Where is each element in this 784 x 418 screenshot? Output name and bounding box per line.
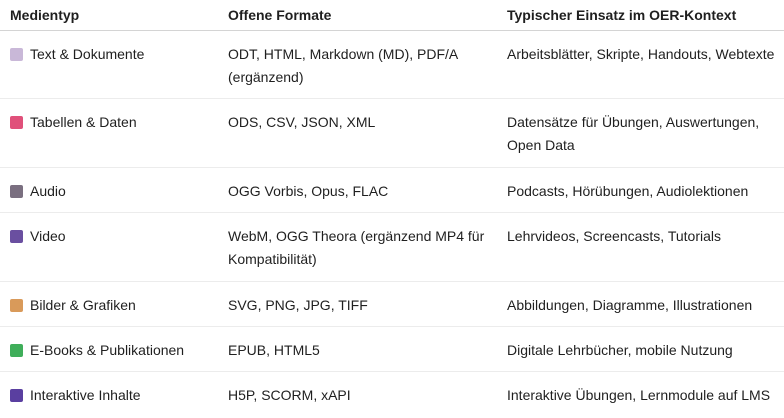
table-row: Audio OGG Vorbis, Opus, FLAC Podcasts, H… xyxy=(0,167,784,213)
use-cell: Interaktive Übungen, Lernmodule auf LMS xyxy=(507,387,771,403)
media-type-cell: E-Books & Publikationen xyxy=(0,326,218,372)
media-type-cell: Audio xyxy=(0,167,218,213)
formats-cell: ODS, CSV, JSON, XML xyxy=(218,98,497,168)
use-cell: Datensätze für Übungen, Auswertungen, Op… xyxy=(497,98,784,168)
memo-icon xyxy=(10,48,23,61)
framed-picture-icon xyxy=(10,299,23,312)
use-cell: Lehrvideos, Screencasts, Tutorials xyxy=(497,212,784,282)
use-cell: Abbildungen, Diagramme, Illustrationen xyxy=(497,281,784,327)
media-type-cell: Bilder & Grafiken xyxy=(0,281,218,327)
table-row: E-Books & Publikationen EPUB, HTML5 Digi… xyxy=(0,326,784,372)
media-type: Tabellen & Daten xyxy=(30,114,137,130)
formats-cell: EPUB, HTML5 xyxy=(218,326,497,372)
formats-cell: OGG Vorbis, Opus, FLAC xyxy=(218,167,497,213)
game-controller-icon xyxy=(10,389,23,402)
formats-cell: SVG, PNG, JPG, TIFF xyxy=(218,281,497,327)
media-type: Text & Dokumente xyxy=(30,46,145,62)
media-type: Video xyxy=(30,228,66,244)
use-cell: Digitale Lehrbücher, mobile Nutzung xyxy=(497,326,784,372)
media-type-cell: Interaktive Inhalte xyxy=(0,372,218,418)
media-type-cell: Text & Dokumente xyxy=(0,30,218,99)
clapper-board-icon xyxy=(10,230,23,243)
header-typical-use: Typischer Einsatz im OER-Kontext xyxy=(497,0,784,31)
formats-cell: WebM, OGG Theora (ergänzend MP4 für Komp… xyxy=(218,212,497,282)
media-type-cell: Video xyxy=(0,212,218,282)
media-type: Bilder & Grafiken xyxy=(30,297,136,313)
media-type-cell: Tabellen & Daten xyxy=(0,98,218,168)
formats-cell: ODT, HTML, Markdown (MD), PDF/A (ergänze… xyxy=(218,30,497,99)
microphone-icon xyxy=(10,185,23,198)
formats-cell: H5P, SCORM, xAPI xyxy=(228,387,351,403)
table-row: Video WebM, OGG Theora (ergänzend MP4 fü… xyxy=(0,212,784,282)
media-type: Interaktive Inhalte xyxy=(30,387,141,403)
table-row: Text & Dokumente ODT, HTML, Markdown (MD… xyxy=(0,30,784,99)
table-row: Interaktive Inhalte H5P, SCORM, xAPI Int… xyxy=(0,372,784,418)
bar-chart-icon xyxy=(10,116,23,129)
header-open-formats: Offene Formate xyxy=(218,0,497,31)
use-cell: Podcasts, Hörübungen, Audiolektionen xyxy=(497,167,784,213)
table-row: Tabellen & Daten ODS, CSV, JSON, XML Dat… xyxy=(0,98,784,168)
media-type: E-Books & Publikationen xyxy=(30,342,185,358)
table-row: Bilder & Grafiken SVG, PNG, JPG, TIFF Ab… xyxy=(0,281,784,327)
books-icon xyxy=(10,344,23,357)
use-cell: Arbeitsblätter, Skripte, Handouts, Webte… xyxy=(497,30,784,99)
header-row: Medientyp Offene Formate Typischer Einsa… xyxy=(0,0,784,31)
header-media-type: Medientyp xyxy=(0,0,218,31)
media-type: Audio xyxy=(30,183,66,199)
